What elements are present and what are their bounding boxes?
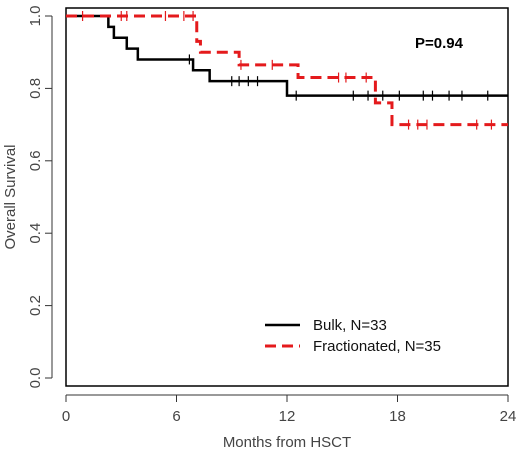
- x-tick-label: 0: [62, 408, 70, 425]
- plot-frame: [65, 7, 509, 387]
- x-tick-label: 24: [500, 408, 517, 425]
- y-axis: 0.0 0.2 0.4 0.6 0.8 1.0: [27, 6, 53, 389]
- bulk-survival-curve: [66, 14, 508, 97]
- legend-label: Bulk, N=33: [313, 317, 387, 334]
- y-tick-label: 0.0: [27, 368, 44, 389]
- y-tick-label: 0.6: [27, 150, 44, 171]
- x-tick-label: 6: [172, 408, 180, 425]
- p-value-annotation: P=0.94: [415, 35, 464, 52]
- y-tick-label: 0.8: [27, 78, 44, 99]
- x-tick-label: 18: [389, 408, 406, 425]
- fractionated-survival-curve: [66, 14, 508, 127]
- y-tick-label: 0.2: [27, 295, 44, 316]
- y-tick-label: 1.0: [27, 6, 44, 27]
- series-layer: [66, 11, 508, 130]
- x-axis: 0 6 12 18 24: [62, 394, 517, 425]
- x-tick-label: 12: [279, 408, 296, 425]
- y-tick-label: 0.4: [27, 223, 44, 244]
- y-axis-title: Overall Survival: [2, 144, 19, 249]
- legend-label: Fractionated, N=35: [313, 338, 441, 355]
- legend: Bulk, N=33 Fractionated, N=35: [265, 317, 441, 355]
- x-axis-title: Months from HSCT: [223, 434, 351, 451]
